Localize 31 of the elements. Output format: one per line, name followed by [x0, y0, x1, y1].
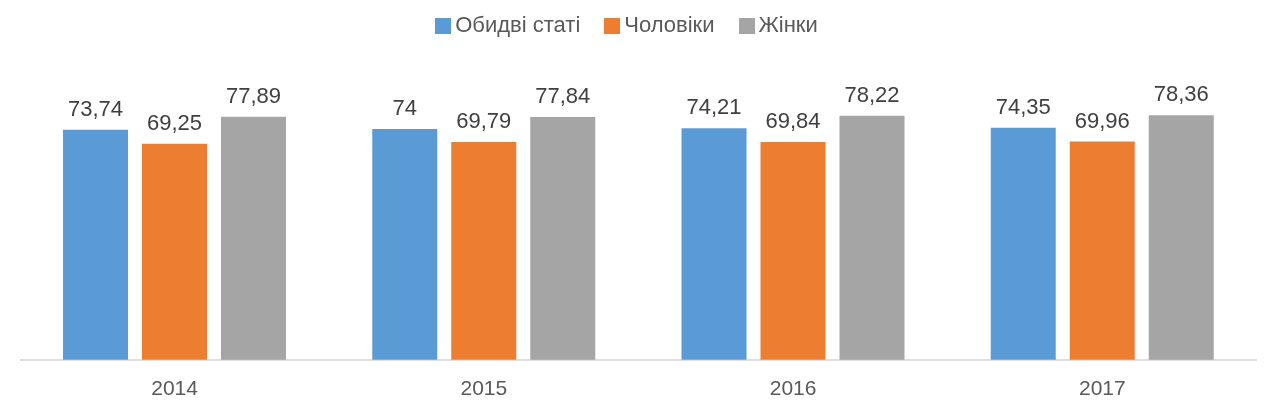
data-label: 73,74 — [67, 95, 124, 121]
x-tick-label: 2017 — [1079, 375, 1126, 399]
bar — [372, 128, 438, 360]
data-label: 74 — [392, 94, 417, 120]
bar — [760, 141, 826, 360]
legend-label: Чоловіки — [624, 12, 715, 37]
bar — [1069, 141, 1135, 360]
x-tick-label: 2015 — [460, 375, 508, 399]
data-label: 69,96 — [1074, 107, 1130, 133]
x-tick-label: 2014 — [151, 375, 199, 399]
bar — [221, 116, 286, 360]
data-label: 77,84 — [535, 82, 591, 108]
bar — [990, 127, 1056, 360]
data-label: 69,25 — [146, 109, 203, 135]
data-label: 78,22 — [844, 81, 900, 107]
bar — [681, 128, 747, 360]
bar — [1148, 115, 1214, 360]
data-label: 69,84 — [765, 107, 821, 133]
bar — [839, 115, 905, 360]
bar — [63, 129, 128, 360]
data-label: 74,35 — [995, 93, 1051, 119]
bar — [142, 143, 207, 360]
data-label: 77,89 — [225, 82, 282, 108]
legend-label: Обидві статі — [455, 12, 581, 37]
data-label: 69,79 — [456, 108, 512, 134]
data-label: 78,36 — [1153, 81, 1209, 107]
x-tick-label: 2016 — [769, 375, 817, 399]
bar — [451, 142, 517, 360]
data-label: 74,21 — [686, 94, 742, 120]
legend-label: Жінки — [758, 12, 818, 37]
bar — [530, 116, 596, 360]
